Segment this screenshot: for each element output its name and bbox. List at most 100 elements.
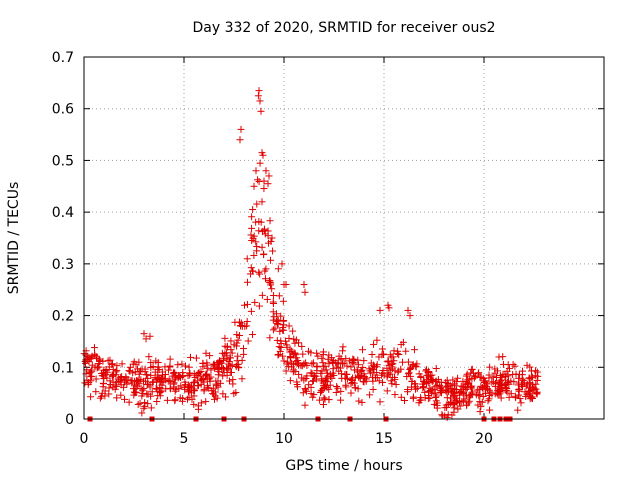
data-point: [289, 327, 297, 335]
data-point: [136, 399, 144, 407]
data-point: [485, 374, 493, 382]
data-point: [309, 359, 317, 367]
data-point: [280, 357, 288, 365]
data-point: [419, 384, 427, 392]
data-point: [269, 308, 277, 316]
data-point: [308, 370, 316, 378]
x-tick-label: 20: [475, 431, 493, 447]
data-point: [184, 395, 192, 403]
data-point: [251, 298, 259, 306]
data-point: [442, 379, 450, 387]
data-point: [261, 275, 269, 283]
data-point: [273, 316, 281, 324]
data-point: [300, 281, 308, 289]
data-point: [256, 97, 264, 105]
data-point: [294, 383, 302, 391]
data-point: [389, 360, 397, 368]
data-point: [405, 369, 413, 377]
data-point: [141, 365, 149, 373]
data-point: [394, 347, 402, 355]
data-point: [269, 326, 277, 334]
data-point: [526, 363, 534, 371]
data-point: [243, 322, 251, 330]
y-tick-label: 0.6: [52, 102, 74, 118]
data-point: [443, 394, 451, 402]
data-point: [489, 378, 497, 386]
data-point: [282, 367, 290, 375]
data-point: [510, 378, 518, 386]
data-point: [269, 298, 277, 306]
data-point: [459, 377, 467, 385]
data-point: [279, 352, 287, 360]
y-tick-label: 0.4: [52, 205, 74, 221]
data-point: [444, 411, 452, 419]
y-axis-label: SRMTID / TECUs: [6, 182, 22, 295]
data-point: [415, 370, 423, 378]
data-point: [139, 389, 147, 397]
data-point: [409, 393, 417, 401]
data-point: [221, 350, 229, 358]
tick-labels: 0 0.1 0.2 0.3 0.4 0.5 0.6 0.7 0 5 10 15 20: [52, 50, 493, 447]
data-point: [451, 389, 459, 397]
data-point: [190, 370, 198, 378]
data-point: [319, 359, 327, 367]
data-point: [235, 332, 243, 340]
data-point: [432, 364, 440, 372]
data-point: [99, 380, 107, 388]
data-point: [258, 243, 266, 251]
data-point: [497, 373, 505, 381]
data-point: [236, 136, 244, 144]
data-point: [329, 359, 337, 367]
data-point: [209, 361, 217, 369]
data-point: [468, 366, 476, 374]
data-point: [509, 370, 517, 378]
data-point: [423, 366, 431, 374]
data-point: [253, 200, 261, 208]
data-point: [223, 342, 231, 350]
data-point: [256, 159, 264, 167]
data-point: [190, 387, 198, 395]
data-point: [499, 353, 507, 361]
data-point: [164, 366, 172, 374]
data-point: [309, 377, 317, 385]
data-point: [360, 357, 368, 365]
data-point: [199, 363, 207, 371]
data-point: [290, 366, 298, 374]
data-point: [347, 363, 355, 371]
y-tick-label: 0.7: [52, 50, 74, 66]
data-point: [207, 373, 215, 381]
data-point: [81, 379, 89, 387]
data-point: [349, 358, 357, 366]
data-point: [252, 238, 260, 246]
data-point: [125, 398, 133, 406]
data-point: [387, 377, 395, 385]
data-point: [213, 360, 221, 368]
data-point: [361, 374, 369, 382]
data-point: [399, 358, 407, 366]
data-point: [221, 334, 229, 342]
data-point: [268, 234, 276, 242]
data-point: [258, 198, 266, 206]
data-point: [87, 372, 95, 380]
data-point: [291, 339, 299, 347]
data-point: [333, 363, 341, 371]
data-point: [260, 225, 268, 233]
data-point: [476, 408, 484, 416]
data-point: [170, 368, 178, 376]
data-point: [266, 217, 274, 225]
data-point: [243, 255, 251, 263]
data-point: [125, 367, 133, 375]
data-point: [286, 352, 294, 360]
data-point: [504, 372, 512, 380]
data-point: [253, 247, 261, 255]
data-point: [502, 383, 510, 391]
data-point: [446, 381, 454, 389]
data-point: [325, 360, 333, 368]
data-point: [227, 368, 235, 376]
data-point: [464, 399, 472, 407]
data-point: [325, 385, 333, 393]
data-point: [383, 364, 391, 372]
data-point: [326, 373, 334, 381]
data-point: [181, 378, 189, 386]
data-point: [243, 300, 251, 308]
